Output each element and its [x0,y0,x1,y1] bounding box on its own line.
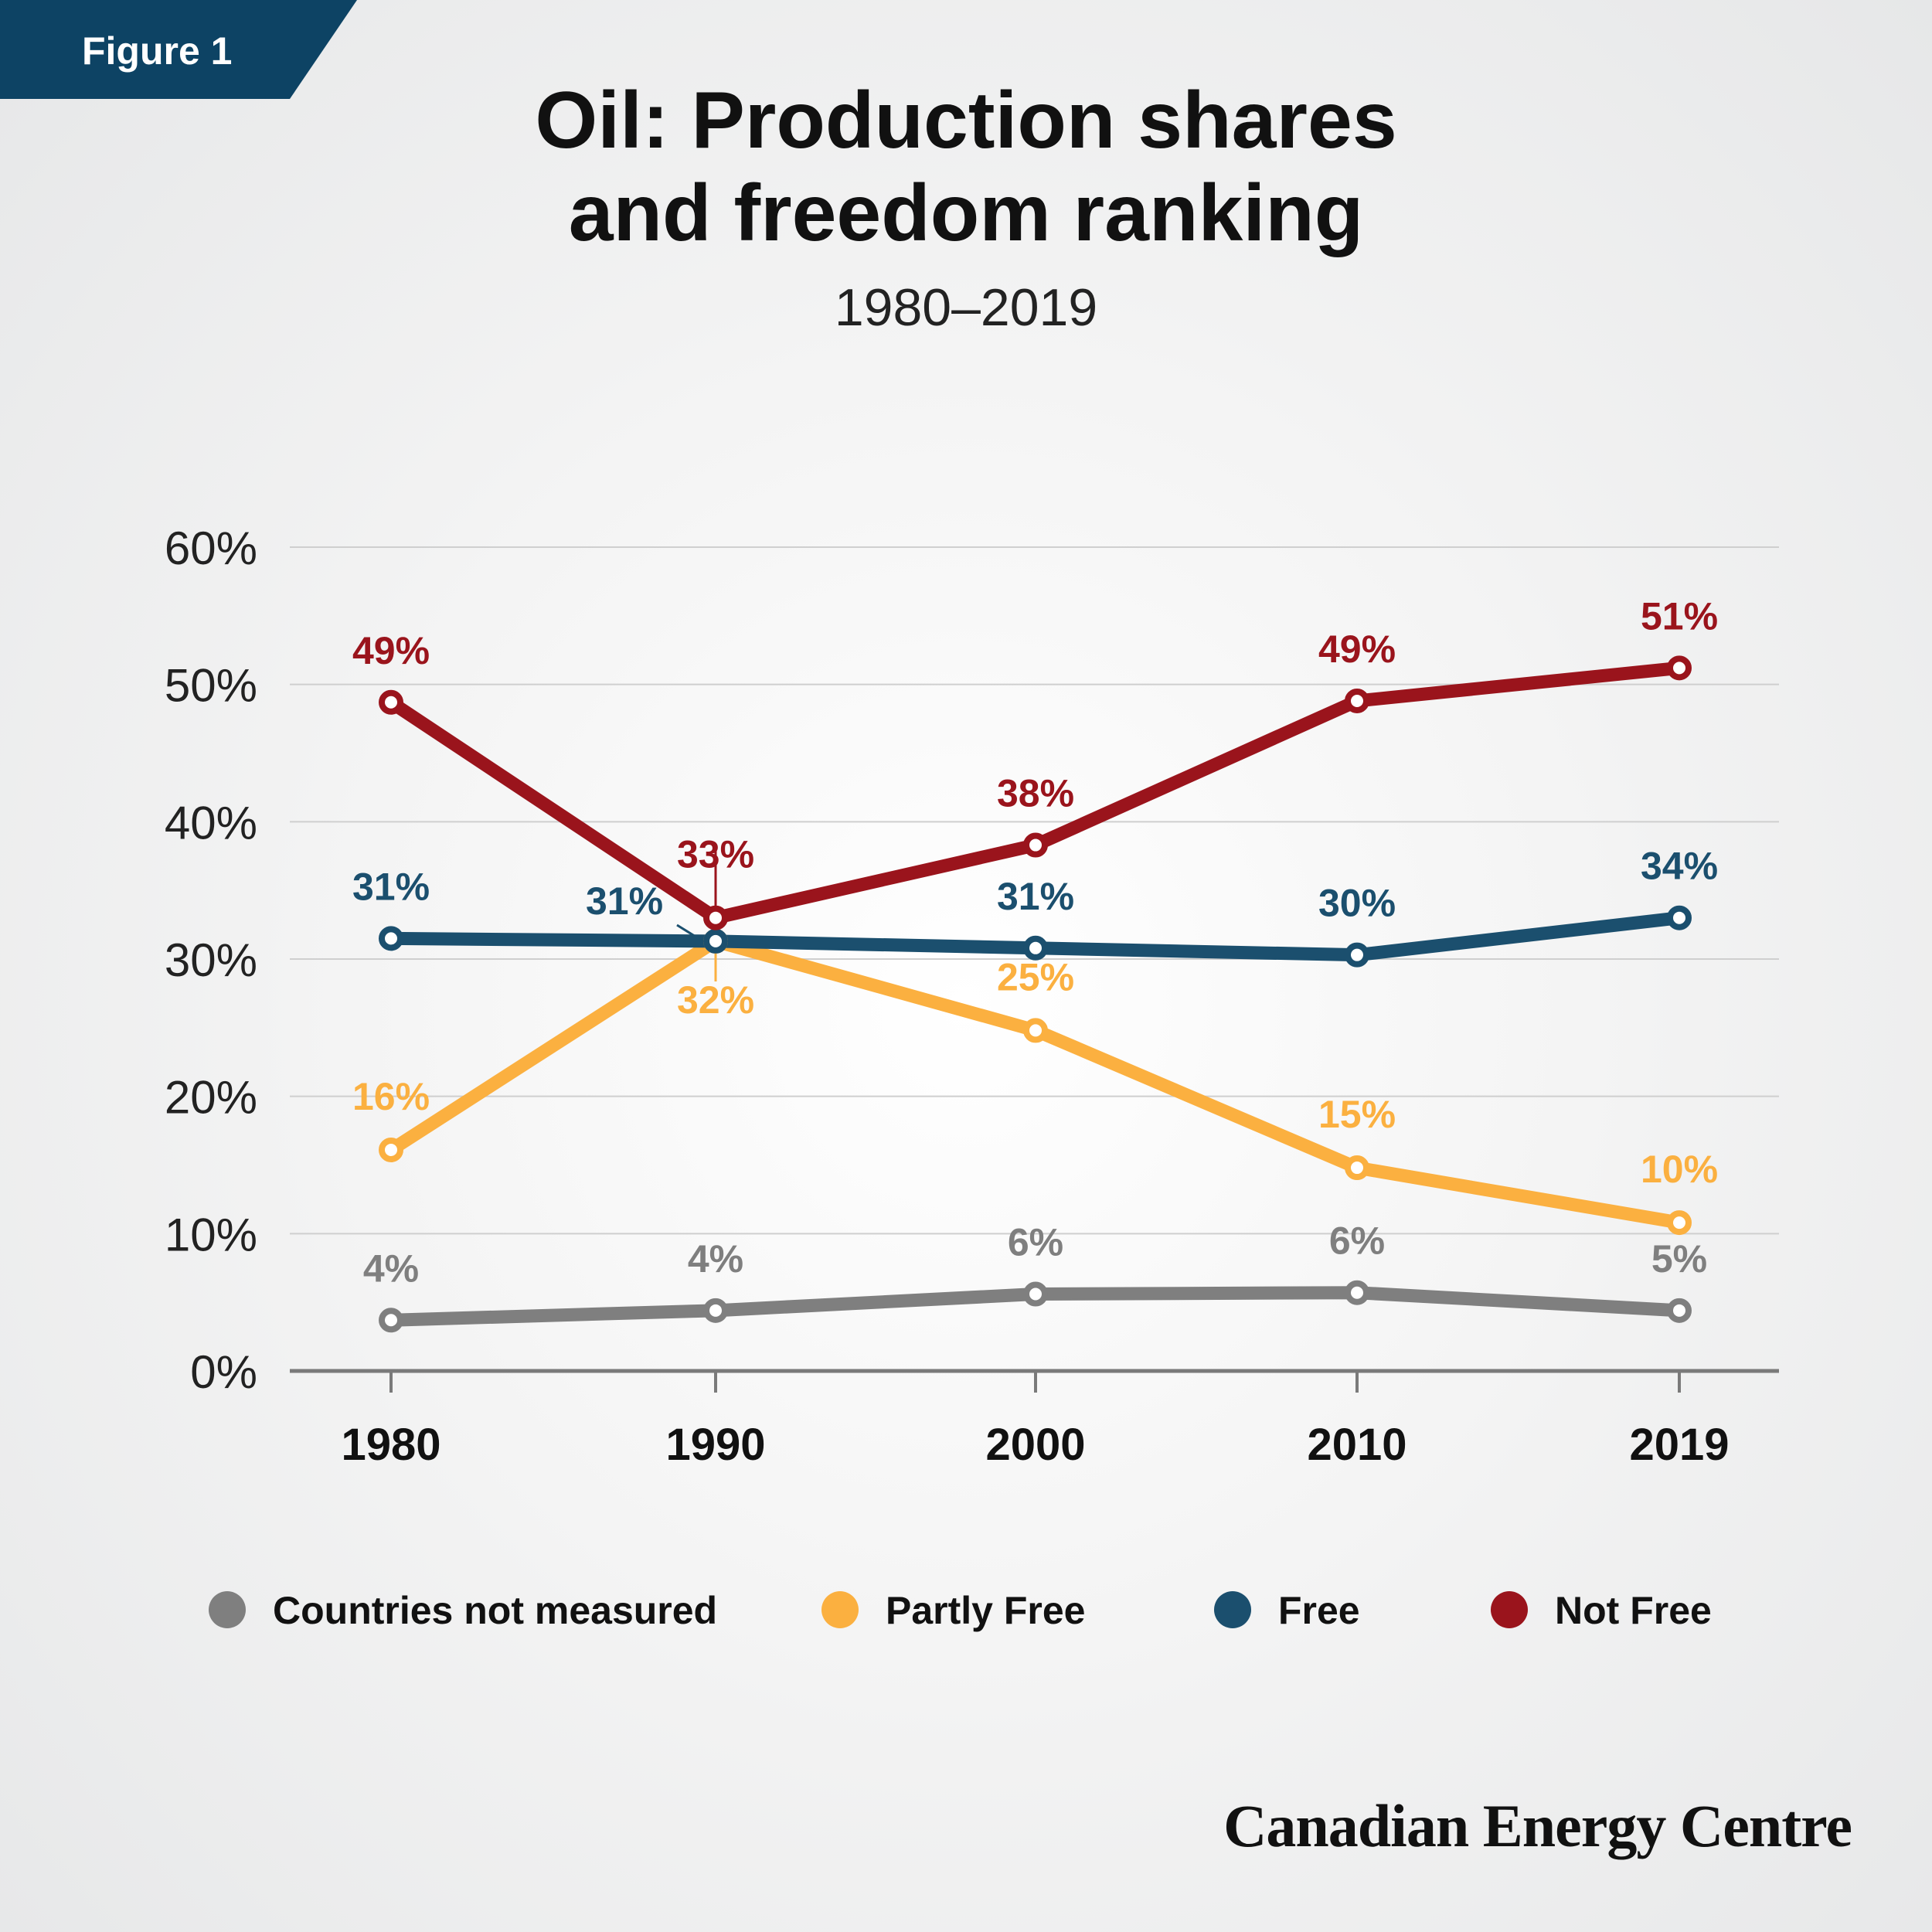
figure-label: Figure 1 [82,29,233,73]
legend-swatch-not-free [1491,1591,1528,1628]
legend: Countries not measured Partly Free Free Not… [209,1589,1712,1632]
leader-line-free [676,923,700,940]
legend-swatch-partly-free [821,1591,859,1628]
data-point-countries-not-measured [703,1298,728,1323]
data-label-partly-free: 15% [1318,1093,1396,1136]
data-point-not-free [1345,688,1369,713]
y-tick-label: 20% [165,1072,257,1124]
data-label-free: 30% [1318,882,1396,925]
y-tick-label: 30% [165,934,257,986]
data-label-not-free: 38% [997,772,1074,815]
data-label-countries-not-measured: 5% [1651,1237,1707,1281]
data-point-partly-free [379,1137,403,1162]
data-point-free [703,928,728,954]
data-label-free: 31% [586,879,663,923]
data-point-not-free [379,689,403,715]
data-label-not-free: 49% [352,629,430,672]
data-point-countries-not-measured [1345,1280,1369,1305]
x-axis [290,1369,1779,1393]
chart-title: Oil: Production shares and freedom rankin… [0,74,1932,260]
data-point-partly-free [1667,1210,1692,1236]
data-label-partly-free: 16% [352,1075,430,1118]
brand-wordmark: Canadian Energy Centre [1223,1792,1852,1859]
gridlines [290,546,1779,1235]
data-label-free: 34% [1641,845,1718,888]
data-label-not-free: 51% [1641,594,1718,638]
data-labels: 4% 4% 6% 6% 5% 16% 32% 25% 15% 10% 31% 31% 31% 30% 34%… [352,594,1718,1290]
x-tick-label: 2019 [1629,1420,1729,1470]
x-tick-label: 2010 [1307,1420,1406,1470]
data-label-countries-not-measured: 4% [688,1237,743,1281]
data-label-countries-not-measured: 4% [363,1247,419,1290]
legend-swatch-free [1214,1591,1251,1628]
data-label-free: 31% [997,875,1074,918]
data-point-countries-not-measured [1023,1281,1048,1307]
data-point-partly-free [1345,1155,1369,1181]
x-tick-label: 1980 [341,1420,440,1470]
data-label-countries-not-measured: 6% [1329,1219,1385,1263]
y-tick-label: 10% [165,1209,257,1260]
legend-label-not-free: Not Free [1555,1589,1712,1632]
data-point-not-free [1023,832,1048,858]
figure-badge-shape [0,0,357,99]
data-label-free: 31% [352,865,430,908]
data-point-partly-free [1023,1018,1048,1043]
data-point-countries-not-measured [379,1308,403,1333]
data-label-partly-free: 10% [1641,1148,1718,1191]
x-tick-label: 1990 [665,1420,765,1470]
data-point-free [1023,935,1048,961]
x-tick-label: 2000 [985,1420,1085,1470]
x-axis-tick-labels: 1980 1990 2000 2010 2019 [341,1420,1729,1470]
y-axis-tick-labels: 0% 10% 20% 30% 40% 50% 60% [165,522,257,1398]
data-label-partly-free: 32% [677,978,754,1022]
data-points [379,655,1692,1333]
y-tick-label: 40% [165,797,257,849]
y-tick-label: 50% [165,660,257,712]
figure-badge [0,0,357,99]
legend-label-countries-not-measured: Countries not measured [273,1589,717,1632]
data-label-countries-not-measured: 6% [1008,1221,1063,1264]
data-point-free [1345,942,1369,968]
data-label-not-free: 49% [1318,628,1396,671]
data-point-countries-not-measured [1667,1298,1692,1323]
legend-swatch-countries-not-measured [209,1591,246,1628]
y-tick-label: 60% [165,522,257,574]
legend-label-partly-free: Partly Free [886,1589,1085,1632]
chart-title-text: Oil: Production shares and freedom rankin… [535,76,1397,258]
data-point-not-free [1667,655,1692,681]
y-tick-label: 0% [190,1346,257,1398]
chart-subtitle: 1980–2019 [834,278,1098,337]
data-point-free [379,926,403,951]
data-point-free [1667,905,1692,930]
legend-label-free: Free [1278,1589,1360,1632]
data-point-not-free [703,905,728,930]
data-label-partly-free: 25% [997,955,1074,998]
